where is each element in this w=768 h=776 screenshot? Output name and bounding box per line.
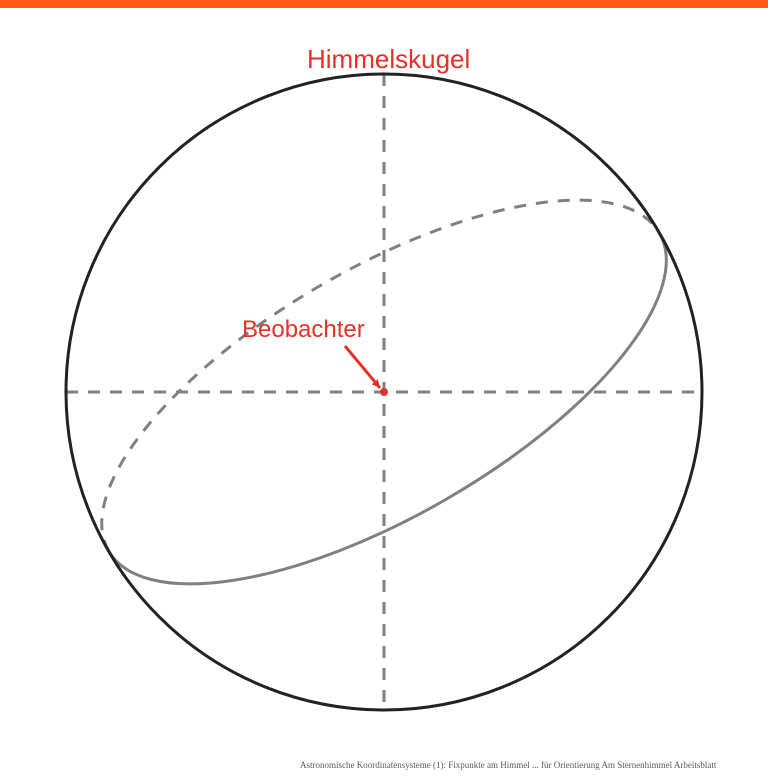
celestial-sphere-diagram xyxy=(0,8,768,776)
diagram-svg xyxy=(0,8,768,776)
label-beobachter: Beobachter xyxy=(242,316,365,344)
label-himmelskugel: Himmelskugel xyxy=(307,44,470,75)
top-accent-bar xyxy=(0,0,768,8)
bottom-caption: Astronomische Koordinatensysteme (1): Fi… xyxy=(300,760,716,770)
